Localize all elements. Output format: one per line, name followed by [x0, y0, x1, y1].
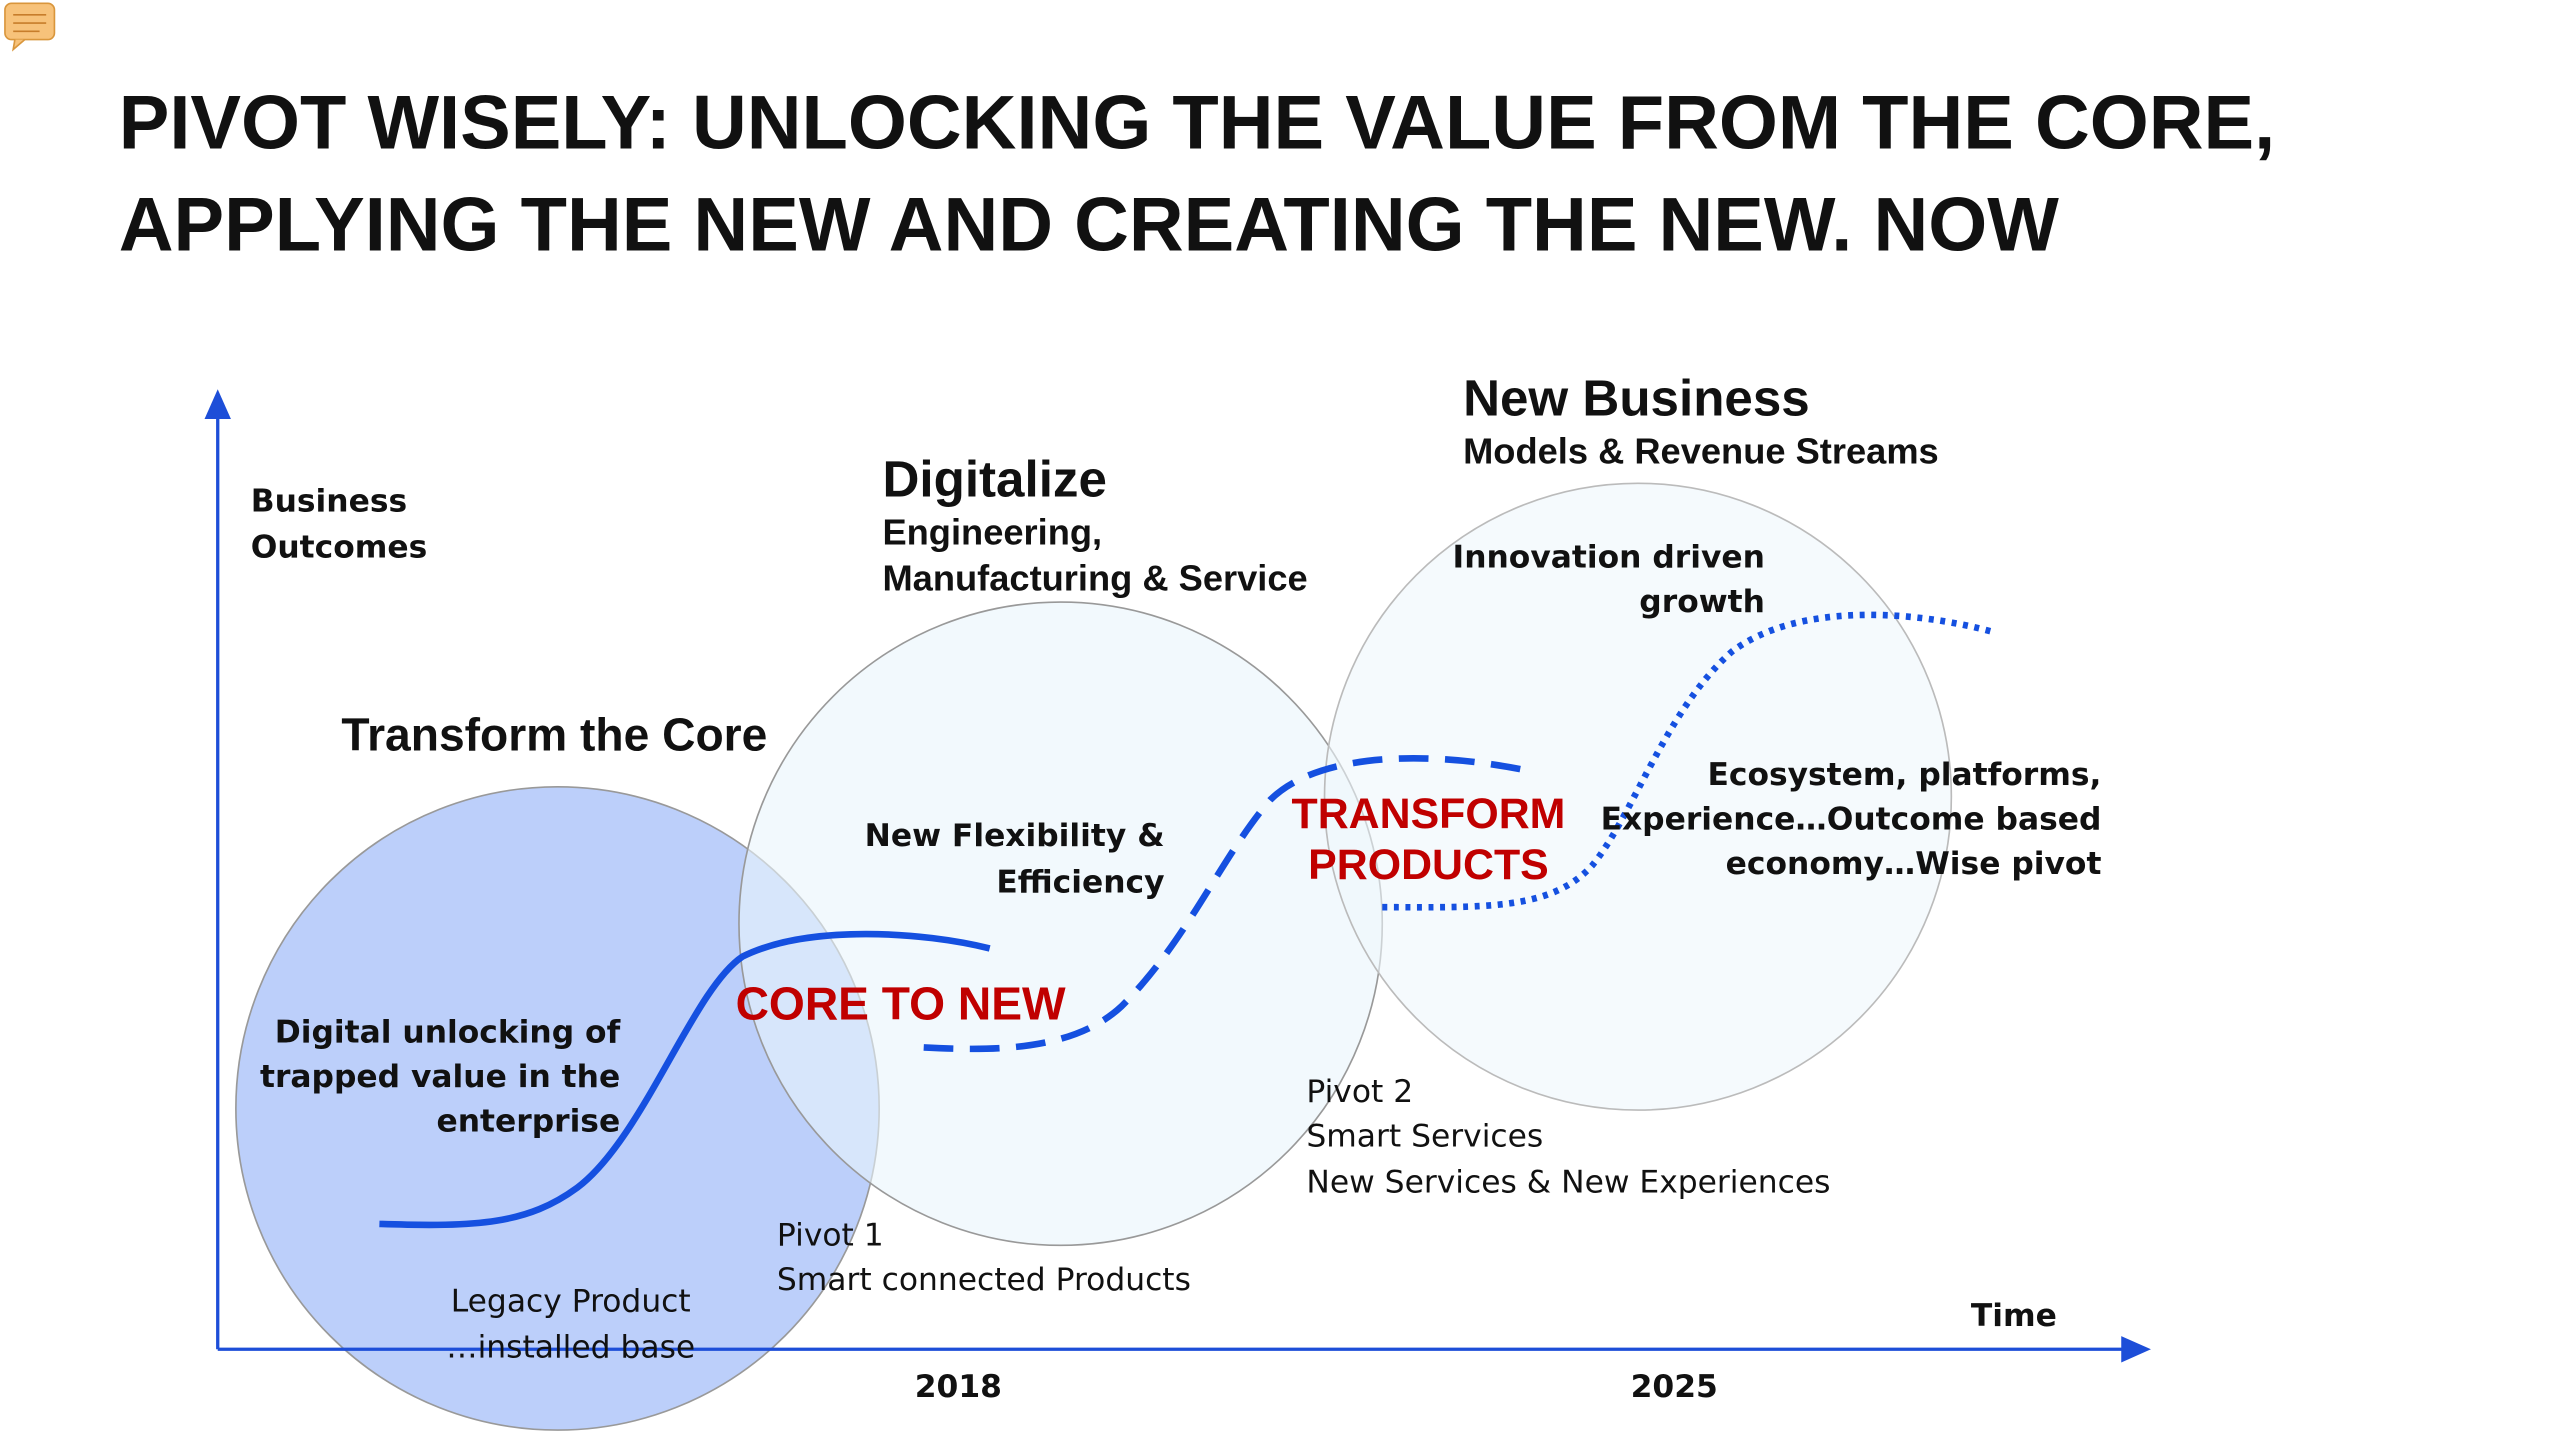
- stage-subtitle: Manufacturing & Service: [882, 558, 1307, 599]
- stage-description: Innovation driven: [1453, 539, 1765, 575]
- pivot-line: New Services & New Experiences: [1306, 1165, 1830, 1201]
- new-business-curve: [1382, 611, 1994, 911]
- stage-subtitle: Engineering,: [882, 511, 1102, 552]
- x-mark: 2018: [915, 1369, 1002, 1405]
- title-line: PIVOT WISELY: UNLOCKING THE VALUE FROM T…: [119, 80, 2275, 165]
- pivot-line: Smart Services: [1306, 1118, 1543, 1154]
- stage-description: enterprise: [436, 1104, 620, 1140]
- stage-description: trapped value in the: [260, 1059, 620, 1095]
- stage-details: economy…Wise pivot: [1726, 846, 2102, 882]
- legacy-label: …installed base: [446, 1330, 695, 1366]
- x-label: Time: [1971, 1298, 2057, 1334]
- transition-label: TRANSFORM: [1292, 790, 1566, 838]
- legacy-label: Legacy Product: [451, 1283, 691, 1319]
- y-label: Outcomes: [251, 530, 428, 566]
- new-business-circle: [1323, 482, 1953, 1111]
- stage-details: Experience…Outcome based: [1601, 802, 2102, 838]
- core-curve: [379, 930, 991, 1229]
- pivot-name: Pivot 2: [1306, 1074, 1413, 1110]
- transition-label: CORE TO NEW: [736, 977, 1066, 1029]
- stage-description: Digital unlocking of: [275, 1014, 621, 1050]
- stage-title: Transform the Core: [341, 709, 767, 761]
- digitalize-circle: [738, 601, 1384, 1247]
- comment-icon[interactable]: [4, 2, 56, 52]
- y-label: Business: [251, 483, 407, 519]
- stage-subtitle: Models & Revenue Streams: [1463, 431, 1939, 472]
- stage-description: growth: [1639, 584, 1765, 620]
- stage-title: New Business: [1463, 370, 1810, 427]
- title-line: APPLYING THE NEW AND CREATING THE NEW. N…: [119, 183, 2059, 268]
- pivot-line: Smart connected Products: [777, 1262, 1191, 1298]
- pivot-name: Pivot 1: [777, 1217, 884, 1253]
- stage-title: Digitalize: [882, 450, 1106, 507]
- x-mark: 2025: [1631, 1369, 1718, 1405]
- transition-label: PRODUCTS: [1308, 841, 1549, 889]
- stage-details: Ecosystem, platforms,: [1707, 757, 2101, 793]
- stage-description: New Flexibility &: [865, 818, 1165, 854]
- stage-description: Efficiency: [996, 864, 1164, 900]
- digitalize-curve: [923, 755, 1535, 1053]
